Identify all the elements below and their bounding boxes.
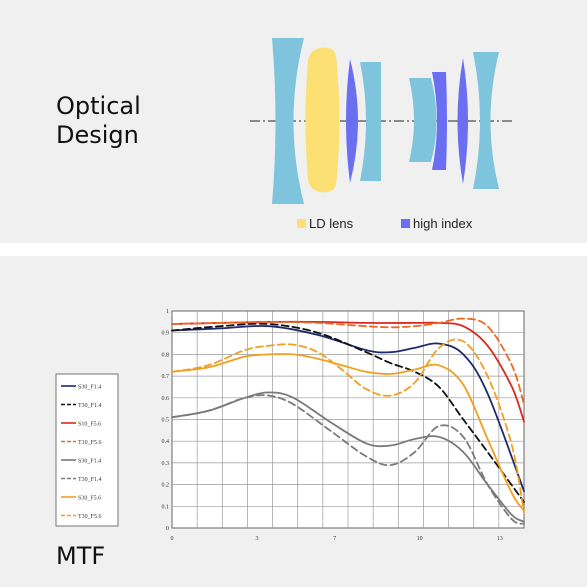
- ld-lens-swatch: [297, 219, 306, 228]
- ld-lens-legend-label: LD lens: [309, 216, 354, 231]
- y-tick-label: 0.4: [162, 439, 170, 445]
- legend-label: T30_F5.6: [78, 514, 102, 520]
- high-index-lens-1: [346, 59, 358, 183]
- legend-label: S30_F1.4: [78, 459, 101, 465]
- series-line-8: [171, 338, 525, 514]
- y-tick-label: 0.7: [162, 374, 170, 380]
- chart-legend-box: [55, 373, 119, 527]
- y-tick-label: 0.5: [162, 418, 170, 424]
- legend-label: T30_F1.4: [78, 403, 102, 409]
- high-index-lens-2: [432, 72, 447, 170]
- series-line-7: [171, 353, 525, 512]
- high-index-lens-3: [457, 58, 468, 184]
- legend-label: S10_F5.6: [78, 422, 101, 428]
- high-index-swatch: [401, 219, 410, 228]
- high-index-legend-label: high index: [413, 216, 473, 231]
- x-tick-label: 13: [497, 536, 503, 542]
- lens-diagram: LD lens high index: [250, 38, 515, 231]
- legend-label: S30_F5.6: [78, 496, 101, 502]
- optical-design-panel: Optical Design LD lens high index: [0, 0, 587, 243]
- x-tick-label: 10: [417, 536, 423, 542]
- y-tick-label: 0.6: [162, 396, 170, 402]
- ld-lens: [305, 47, 340, 193]
- series-line-1: [171, 325, 525, 492]
- series-line-4: [171, 317, 525, 406]
- y-tick-label: 0: [166, 526, 169, 532]
- mtf-chart-svg: 00.10.20.30.40.50.60.70.80.910 3 7 10 13S30_…: [55, 309, 525, 542]
- legend-label: S30_F1.4: [78, 385, 101, 391]
- rear-negative-lens: [409, 78, 437, 162]
- cemented-meniscus-lens: [360, 62, 381, 181]
- x-tick-label: 0: [171, 536, 174, 542]
- mtf-panel: MTF 0 0.1 0.2 0.3 0.4 0.5 0.6 0.7 0.8 0.9 1 0 3 7 10 13…: [0, 256, 587, 587]
- x-tick-label: 3: [255, 536, 258, 542]
- front-meniscus-lens: [272, 38, 304, 204]
- y-tick-label: 0.2: [162, 483, 170, 489]
- legend-label: T10_F5.6: [78, 440, 102, 446]
- x-tick-label: 7: [333, 536, 336, 542]
- series-line-2: [171, 322, 525, 503]
- mtf-title: MTF: [56, 542, 106, 570]
- rear-meniscus-lens: [473, 52, 499, 189]
- series-line-6: [171, 394, 525, 525]
- y-tick-label: 0.8: [162, 352, 170, 358]
- y-tick-label: 0.3: [162, 461, 170, 467]
- y-tick-label: 0.1: [162, 504, 170, 510]
- optical-design-title: Optical Design: [56, 92, 141, 149]
- y-tick-label: 0.9: [162, 331, 170, 337]
- y-tick-label: 1: [166, 309, 169, 315]
- legend-label: T30_F1.4: [78, 477, 102, 483]
